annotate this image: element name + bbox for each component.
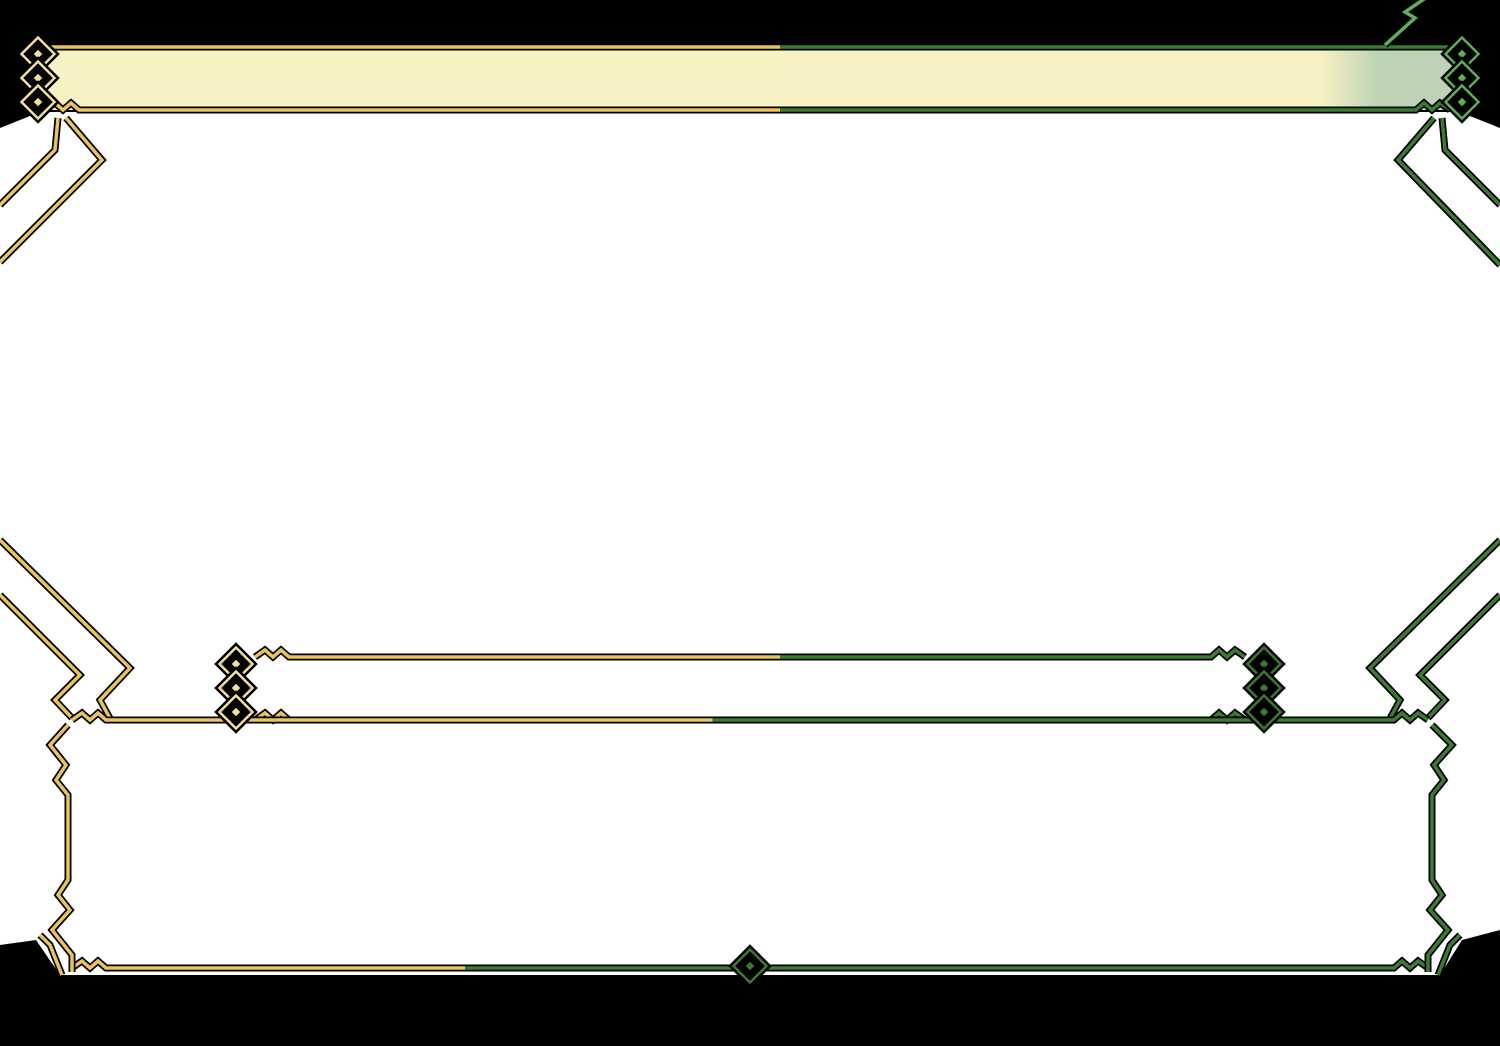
bottom-center-ornament: [728, 944, 772, 988]
diamond-ornament-icon: [228, 704, 244, 720]
dialogue-box-top: [70, 710, 1430, 723]
bottom-right-corner: [1436, 933, 1462, 976]
name-right-ornament: [1242, 642, 1286, 734]
diamond-ornament-icon: [30, 94, 46, 110]
diamond-ornament-icon: [1256, 704, 1272, 720]
right-rail-outer: [1395, 116, 1500, 267]
panel-area: [0, 112, 1500, 975]
left-lower-rail-outer: [0, 538, 133, 723]
diamond-ornament-icon: [1454, 94, 1470, 110]
frame-lines: [0, 0, 1500, 977]
top-right-bolt: [1383, 0, 1426, 47]
header-bar: [40, 47, 1455, 110]
ornaments: [16, 32, 1484, 988]
right-lower-rail-outer: [1367, 538, 1500, 723]
right-lower-rail-inner: [1417, 593, 1500, 720]
header-bottom-edge: [43, 100, 1452, 113]
right-rail-inner: [1440, 117, 1500, 207]
name-box: [255, 660, 1245, 718]
name-box-top: [253, 647, 1247, 660]
dialogue-box-left: [47, 723, 74, 972]
header-fill: [30, 47, 1462, 110]
dialogue-box[interactable]: [72, 724, 1428, 964]
dialogue-box-right: [1426, 723, 1455, 972]
left-lower-rail-inner: [0, 593, 83, 720]
left-rail-outer: [0, 116, 105, 264]
bottom-left-corner: [38, 933, 64, 976]
name-left-ornament: [214, 642, 258, 734]
header-right-ornament: [1440, 32, 1484, 124]
diamond-ornament-icon: [742, 958, 758, 974]
header-left-ornament: [16, 32, 60, 124]
left-rail-inner: [0, 117, 60, 207]
